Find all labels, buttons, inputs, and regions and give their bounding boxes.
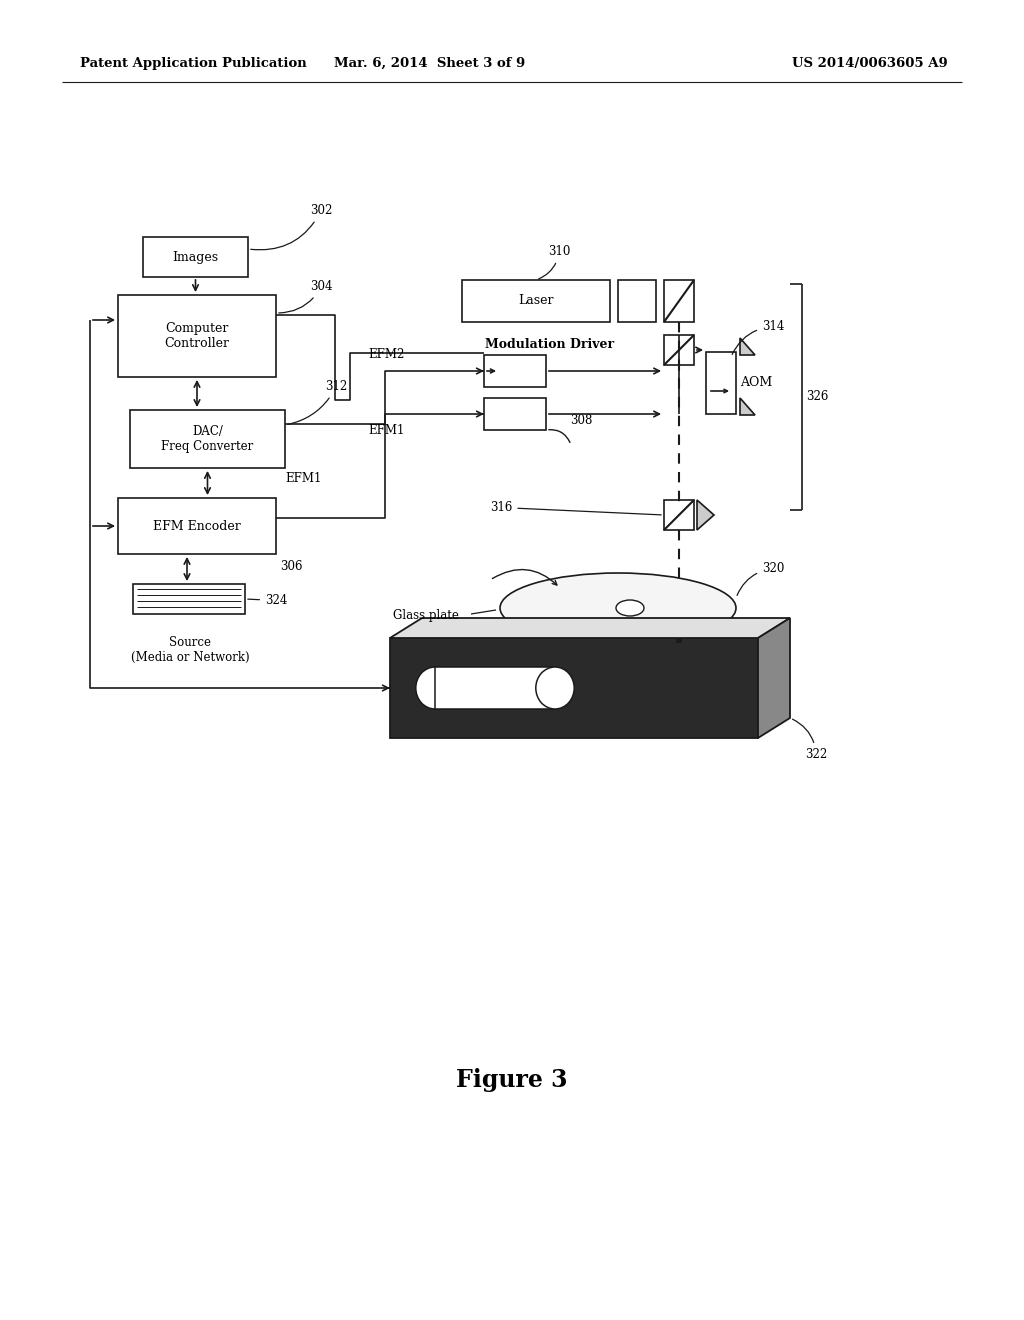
FancyBboxPatch shape xyxy=(664,280,694,322)
Polygon shape xyxy=(740,399,755,414)
Ellipse shape xyxy=(500,573,736,643)
Text: 326: 326 xyxy=(806,391,828,404)
Text: EFM2: EFM2 xyxy=(368,348,404,362)
Text: 312: 312 xyxy=(288,380,347,425)
Text: 322: 322 xyxy=(793,719,827,762)
Ellipse shape xyxy=(536,667,574,709)
Text: Patent Application Publication: Patent Application Publication xyxy=(80,57,307,70)
Text: DAC/
Freq Converter: DAC/ Freq Converter xyxy=(162,425,254,453)
FancyBboxPatch shape xyxy=(130,411,285,469)
Text: Figure 3: Figure 3 xyxy=(457,1068,567,1092)
Text: 310: 310 xyxy=(539,246,570,279)
Text: AOM: AOM xyxy=(740,376,772,389)
FancyBboxPatch shape xyxy=(118,294,276,378)
Ellipse shape xyxy=(616,601,644,616)
Text: EFM Encoder: EFM Encoder xyxy=(154,520,241,532)
Text: 324: 324 xyxy=(248,594,288,607)
Text: 302: 302 xyxy=(251,205,333,249)
Text: Images: Images xyxy=(172,251,218,264)
FancyBboxPatch shape xyxy=(706,352,736,414)
Text: 320: 320 xyxy=(737,562,784,595)
Text: 316: 316 xyxy=(490,502,662,515)
FancyBboxPatch shape xyxy=(390,638,758,738)
FancyBboxPatch shape xyxy=(484,399,546,430)
FancyBboxPatch shape xyxy=(484,355,546,387)
Text: 306: 306 xyxy=(280,560,302,573)
FancyBboxPatch shape xyxy=(118,498,276,554)
FancyBboxPatch shape xyxy=(133,583,245,614)
FancyBboxPatch shape xyxy=(435,667,555,709)
Text: Laser: Laser xyxy=(518,294,554,308)
Text: Source
(Media or Network): Source (Media or Network) xyxy=(131,636,249,664)
FancyBboxPatch shape xyxy=(664,500,694,531)
Text: EFM1: EFM1 xyxy=(368,424,404,437)
Text: EFM1: EFM1 xyxy=(285,471,322,484)
Polygon shape xyxy=(390,618,790,638)
FancyBboxPatch shape xyxy=(462,280,610,322)
Polygon shape xyxy=(740,338,755,355)
Polygon shape xyxy=(697,500,714,531)
Text: Mar. 6, 2014  Sheet 3 of 9: Mar. 6, 2014 Sheet 3 of 9 xyxy=(335,57,525,70)
Text: Glass plate: Glass plate xyxy=(393,609,459,622)
Text: 314: 314 xyxy=(732,319,784,355)
Text: Modulation Driver: Modulation Driver xyxy=(485,338,614,351)
Text: US 2014/0063605 A9: US 2014/0063605 A9 xyxy=(793,57,948,70)
FancyBboxPatch shape xyxy=(143,238,248,277)
Polygon shape xyxy=(758,618,790,738)
FancyBboxPatch shape xyxy=(618,280,656,322)
Text: Computer
Controller: Computer Controller xyxy=(165,322,229,350)
Text: 304: 304 xyxy=(279,280,333,313)
FancyBboxPatch shape xyxy=(664,335,694,366)
Ellipse shape xyxy=(416,667,455,709)
Text: 308: 308 xyxy=(570,413,592,426)
